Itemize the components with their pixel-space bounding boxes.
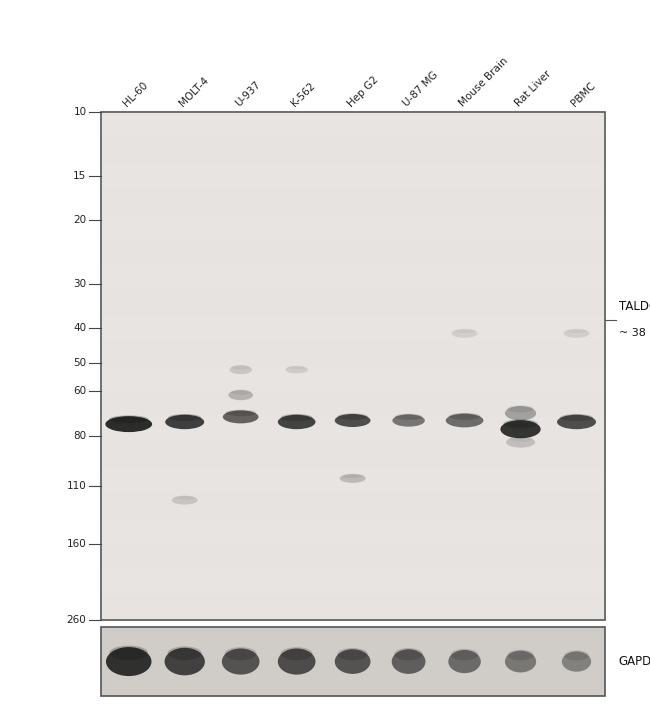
Bar xyxy=(101,366,604,392)
Ellipse shape xyxy=(500,420,541,438)
Text: Rat Liver: Rat Liver xyxy=(514,69,553,109)
Ellipse shape xyxy=(557,415,596,429)
Ellipse shape xyxy=(281,647,313,660)
Text: 40: 40 xyxy=(73,323,86,334)
Text: 30: 30 xyxy=(73,278,86,289)
Bar xyxy=(101,265,604,290)
Ellipse shape xyxy=(105,416,152,432)
Ellipse shape xyxy=(278,415,315,429)
Text: ~ 38 kDa: ~ 38 kDa xyxy=(619,328,650,338)
Text: 80: 80 xyxy=(73,431,86,442)
Ellipse shape xyxy=(450,649,478,660)
Ellipse shape xyxy=(222,648,259,674)
Ellipse shape xyxy=(395,648,423,660)
Ellipse shape xyxy=(228,390,253,400)
Ellipse shape xyxy=(278,648,315,674)
Ellipse shape xyxy=(507,650,534,660)
Bar xyxy=(101,569,604,594)
Text: GAPDH: GAPDH xyxy=(619,655,650,668)
Ellipse shape xyxy=(393,415,425,426)
Text: 10: 10 xyxy=(73,107,86,117)
Text: 260: 260 xyxy=(67,615,86,625)
Ellipse shape xyxy=(560,414,593,421)
Ellipse shape xyxy=(505,651,536,673)
Ellipse shape xyxy=(285,366,308,373)
Ellipse shape xyxy=(507,405,534,413)
Bar xyxy=(101,138,604,163)
Bar xyxy=(101,518,604,544)
Bar xyxy=(101,544,604,569)
Ellipse shape xyxy=(225,647,257,660)
Ellipse shape xyxy=(562,651,591,671)
Text: Mouse Brain: Mouse Brain xyxy=(458,56,510,109)
Ellipse shape xyxy=(109,645,148,660)
Bar xyxy=(101,112,604,138)
Text: HL-60: HL-60 xyxy=(122,80,150,109)
FancyBboxPatch shape xyxy=(101,112,604,620)
Ellipse shape xyxy=(168,414,202,421)
Ellipse shape xyxy=(109,415,149,423)
Ellipse shape xyxy=(506,436,535,448)
Ellipse shape xyxy=(337,648,368,660)
Ellipse shape xyxy=(339,474,365,483)
Ellipse shape xyxy=(172,496,198,505)
Ellipse shape xyxy=(226,410,256,416)
Ellipse shape xyxy=(508,436,533,442)
Ellipse shape xyxy=(564,329,590,338)
Ellipse shape xyxy=(446,413,484,428)
Text: 160: 160 xyxy=(67,539,86,550)
Text: 110: 110 xyxy=(67,481,86,491)
Text: MOLT-4: MOLT-4 xyxy=(177,75,211,109)
Ellipse shape xyxy=(281,414,313,421)
Bar xyxy=(101,214,604,239)
Text: K-562: K-562 xyxy=(290,81,317,109)
Text: TALDO1: TALDO1 xyxy=(619,300,650,313)
Bar xyxy=(101,392,604,417)
Ellipse shape xyxy=(448,413,480,420)
Bar xyxy=(101,417,604,442)
Ellipse shape xyxy=(335,650,370,674)
Text: Hep G2: Hep G2 xyxy=(346,74,380,109)
Ellipse shape xyxy=(503,419,538,428)
Ellipse shape xyxy=(230,389,251,394)
Bar xyxy=(101,239,604,265)
Bar xyxy=(101,493,604,518)
Ellipse shape xyxy=(106,647,151,676)
Bar xyxy=(101,188,604,214)
Ellipse shape xyxy=(337,413,368,420)
Ellipse shape xyxy=(395,414,423,420)
Bar xyxy=(101,468,604,493)
Text: 20: 20 xyxy=(73,215,86,225)
Ellipse shape xyxy=(229,365,252,374)
Ellipse shape xyxy=(564,650,589,660)
Bar xyxy=(101,341,604,366)
Ellipse shape xyxy=(448,650,481,673)
Ellipse shape xyxy=(164,648,205,676)
Text: 15: 15 xyxy=(73,170,86,181)
Text: PBMC: PBMC xyxy=(569,80,597,109)
Bar xyxy=(101,315,604,341)
Ellipse shape xyxy=(505,406,536,420)
Text: 60: 60 xyxy=(73,386,86,397)
Ellipse shape xyxy=(452,329,478,338)
Text: U-87 MG: U-87 MG xyxy=(402,70,440,109)
Ellipse shape xyxy=(342,473,364,478)
Ellipse shape xyxy=(335,414,370,427)
Ellipse shape xyxy=(223,410,259,423)
Bar xyxy=(101,442,604,468)
Ellipse shape xyxy=(168,647,202,660)
Bar xyxy=(101,594,604,620)
Bar xyxy=(101,163,604,188)
Bar xyxy=(101,290,604,315)
Ellipse shape xyxy=(165,415,204,429)
FancyBboxPatch shape xyxy=(101,627,604,696)
Ellipse shape xyxy=(392,650,426,674)
Text: 50: 50 xyxy=(73,358,86,368)
Text: U-937: U-937 xyxy=(233,80,263,109)
